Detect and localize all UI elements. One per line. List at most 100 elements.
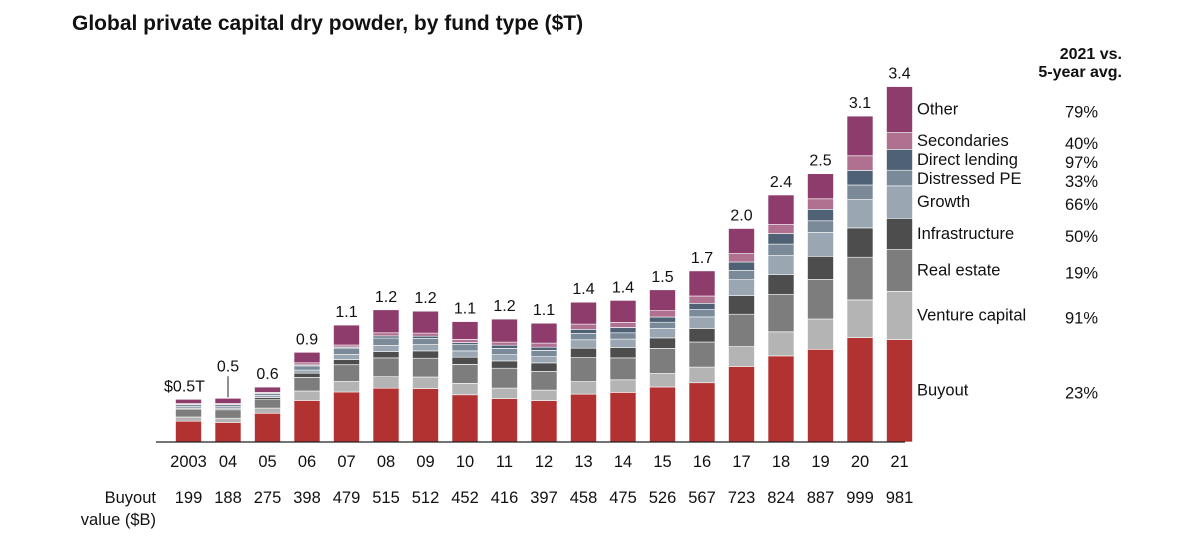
bar-segment-secondaries-14 [609, 321, 637, 328]
bar-segment-distressed-pe-15 [649, 321, 676, 329]
legend-change-secondaries: 40% [1065, 135, 1098, 153]
bar-segment-growth-08 [372, 344, 400, 352]
buyout-value-13: 458 [570, 489, 598, 507]
bar-segment-infrastructure-17 [728, 295, 755, 315]
bar-segment-buyout-13 [570, 393, 597, 443]
bar-segment-infrastructure-08 [372, 351, 400, 359]
total-label-2003: $0.5T [164, 378, 205, 395]
bar-segment-infrastructure-14 [609, 347, 637, 359]
bar-segment-venture-capital-20 [846, 299, 874, 338]
buyout-value-17: 723 [728, 489, 756, 507]
bar-segment-secondaries-17 [728, 253, 755, 263]
bar-segment-real-estate-21 [886, 249, 913, 292]
buyout-row-label: Buyout value ($B) [70, 487, 156, 531]
x-tick-15: 15 [653, 453, 671, 471]
bar-segment-real-estate-17 [728, 313, 755, 347]
bar-segment-other-09 [412, 310, 439, 334]
total-label-04: 0.5 [217, 358, 239, 375]
bar-segment-secondaries-16 [688, 295, 716, 304]
bar-segment-distressed-pe-04 [214, 404, 242, 408]
buyout-value-09: 512 [412, 489, 440, 507]
bar-segment-secondaries-15 [649, 310, 676, 318]
bar-segment-growth-04 [214, 406, 242, 410]
bar-segment-growth-11 [491, 354, 518, 362]
bar-segment-secondaries-09 [412, 332, 439, 337]
bar-segment-other-06 [293, 351, 321, 364]
bar-segment-secondaries-12 [530, 342, 558, 348]
bar-segment-real-estate-2003 [175, 409, 202, 418]
total-label-13: 1.4 [572, 281, 594, 298]
legend-label-buyout: Buyout [917, 382, 969, 400]
x-tick-labels: 2003 04 05 06 07 08 09 10 11 12 13 14 15 16 17 18 19 20 21 [170, 453, 909, 471]
bar-segment-real-estate-09 [412, 357, 439, 378]
bar-segment-venture-capital-04 [214, 417, 242, 423]
bar-segment-secondaries-08 [372, 332, 400, 337]
bar-segment-real-estate-07 [333, 364, 360, 382]
total-label-06: 0.9 [296, 331, 318, 348]
buyout-value-19: 887 [807, 489, 835, 507]
legend-label-secondaries: Secondaries [917, 132, 1009, 150]
legend-label-distressed-pe: Distressed PE [917, 170, 1022, 188]
bar-segment-infrastructure-09 [412, 350, 439, 359]
x-tick-11: 11 [496, 453, 513, 471]
legend-change-other: 79% [1065, 104, 1098, 122]
bar-segment-venture-capital-16 [688, 366, 716, 384]
bar-segment-buyout-17 [728, 366, 755, 443]
bar-segment-distressed-pe-09 [412, 337, 439, 345]
bar-segment-infrastructure-15 [649, 337, 676, 349]
bar-segment-real-estate-13 [570, 357, 597, 382]
bar-segment-buyout-12 [530, 400, 558, 443]
bar-segment-growth-05 [254, 395, 281, 398]
total-label-16: 1.7 [691, 250, 713, 267]
bar-segment-real-estate-04 [214, 409, 242, 419]
x-tick-07: 07 [337, 453, 355, 471]
bar-segment-growth-2003 [175, 406, 202, 410]
bar-segment-real-estate-06 [293, 377, 321, 392]
bar-segment-infrastructure-18 [767, 274, 795, 295]
bar-segment-secondaries-11 [491, 341, 518, 346]
bar-segment-distressed-pe-13 [570, 333, 597, 341]
legend-change-venture-capital: 91% [1065, 310, 1098, 328]
bar-segment-distressed-pe-20 [846, 184, 874, 200]
bar-segment-buyout-07 [333, 391, 360, 443]
buyout-value-07: 479 [333, 489, 361, 507]
bar-segment-distressed-pe-14 [609, 332, 637, 340]
x-tick-08: 08 [377, 453, 395, 471]
bar-segment-real-estate-15 [649, 348, 676, 374]
bar-segment-growth-06 [293, 369, 321, 374]
bar-segment-other-17 [728, 228, 755, 254]
total-label-11: 1.2 [493, 298, 515, 315]
bar-segment-other-10 [451, 321, 479, 340]
bar-segment-venture-capital-07 [333, 381, 360, 393]
legend: Other 79% Secondaries 40% Direct lending 97% D… [917, 101, 1098, 403]
buyout-value-08: 515 [372, 489, 400, 507]
bar-segment-distressed-pe-18 [767, 243, 795, 256]
bar-segment-venture-capital-18 [767, 331, 795, 357]
bar-segment-growth-16 [688, 316, 716, 329]
bar-segment-direct-lending-17 [728, 261, 755, 271]
bar-segment-secondaries-13 [570, 323, 597, 330]
bar-segment-secondaries-20 [846, 155, 874, 171]
bar-segment-secondaries-10 [451, 339, 479, 343]
total-label-19: 2.5 [809, 153, 831, 170]
bar-segment-real-estate-14 [609, 357, 637, 381]
total-label-05: 0.6 [256, 366, 278, 383]
bar-segment-direct-lending-19 [807, 209, 834, 222]
buyout-value-10: 452 [451, 489, 479, 507]
bar-segment-secondaries-19 [807, 198, 834, 210]
bar-segment-growth-14 [609, 338, 637, 348]
bar-segment-growth-07 [333, 353, 360, 360]
bar-segment-infrastructure-19 [807, 255, 834, 280]
bar-segment-venture-capital-10 [451, 382, 479, 396]
buyout-value-15: 526 [649, 489, 677, 507]
x-tick-13: 13 [574, 453, 592, 471]
buyout-value-14: 475 [609, 489, 637, 507]
x-tick-20: 20 [851, 453, 869, 471]
bar-segment-direct-lending-14 [609, 327, 637, 334]
bar-segment-infrastructure-16 [688, 328, 716, 343]
bar-segment-real-estate-18 [767, 293, 795, 333]
bar-segment-buyout-16 [688, 382, 716, 443]
bar-segment-other-04 [214, 397, 242, 404]
bar-segment-venture-capital-09 [412, 376, 439, 389]
bar-segment-direct-lending-15 [649, 316, 676, 323]
